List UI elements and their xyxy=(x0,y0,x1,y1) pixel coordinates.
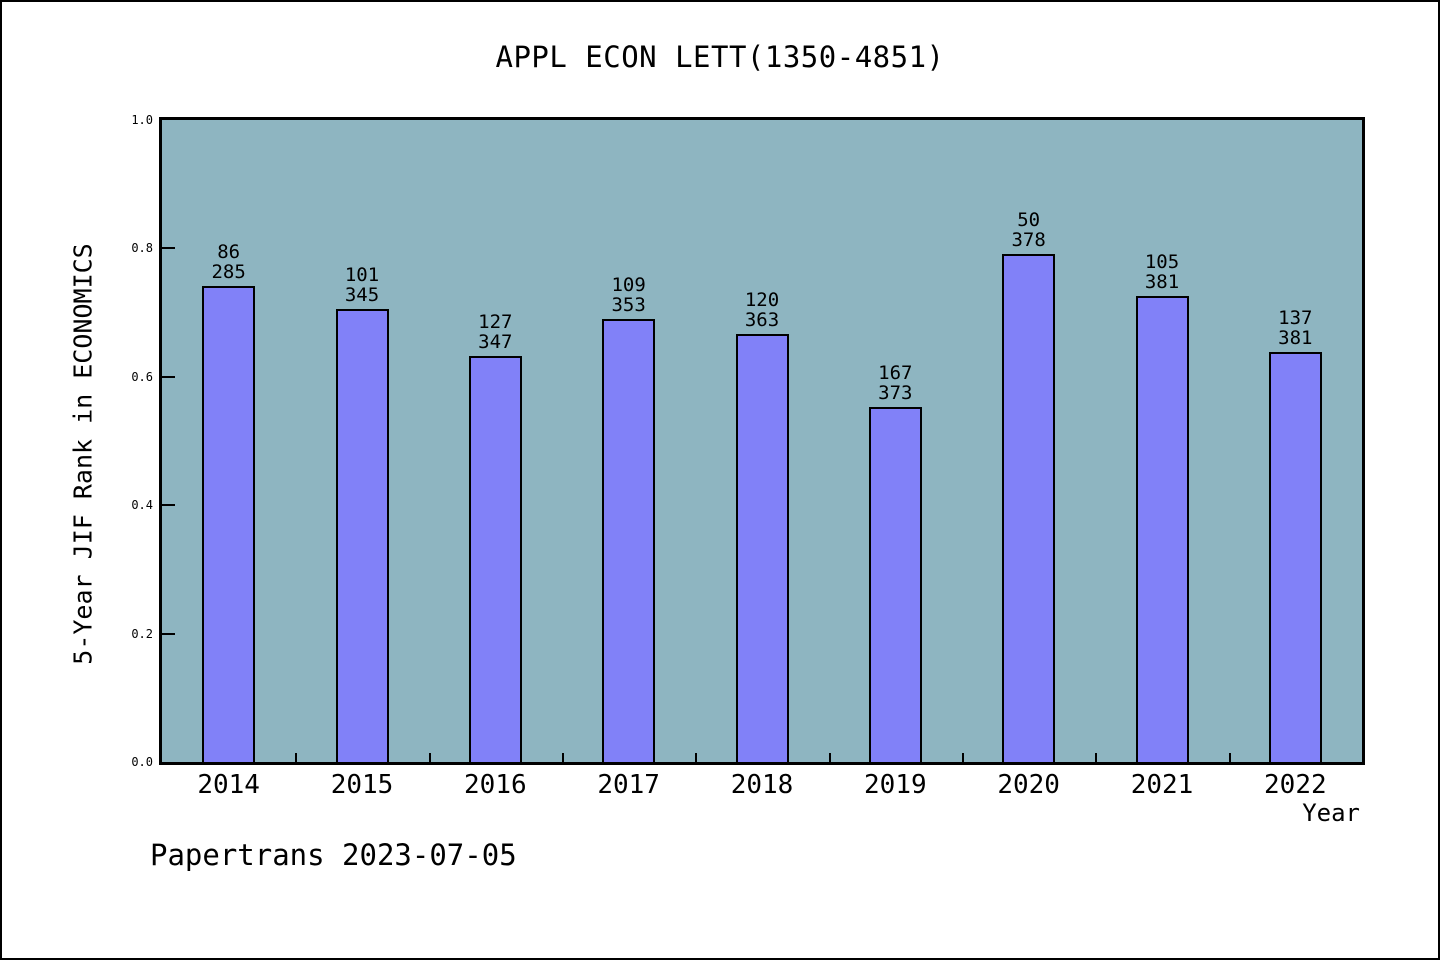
bar-value-label-2022: 137 381 xyxy=(1278,307,1313,349)
x-tick-label-2014: 2014 xyxy=(197,770,260,800)
bar-value-label-2015: 101 345 xyxy=(344,264,380,306)
bar-2020 xyxy=(1002,254,1055,762)
bar-2021 xyxy=(1136,296,1189,762)
x-minor-tick xyxy=(695,753,697,762)
y-tick-mark xyxy=(162,247,175,249)
y-tick-mark xyxy=(162,376,175,378)
x-minor-tick xyxy=(295,753,297,762)
y-tick-label-0.8: 0.8 xyxy=(131,241,153,256)
plot-area: 86 285 101 345 127 347 109 353 120 363 167 37… xyxy=(159,117,1365,765)
x-tick-label-2017: 2017 xyxy=(597,770,660,800)
bar-2017 xyxy=(602,319,655,762)
bar-2018 xyxy=(736,334,789,762)
x-axis-title: Year xyxy=(1302,799,1360,827)
x-tick-label-2020: 2020 xyxy=(997,770,1060,800)
y-tick-label-1.0: 1.0 xyxy=(131,113,153,127)
bar-2019 xyxy=(869,407,922,762)
bar-2015 xyxy=(336,309,389,762)
y-tick-label-0.6: 0.6 xyxy=(131,369,153,384)
footer-text: Papertrans 2023-07-05 xyxy=(150,838,517,872)
x-tick-label-2016: 2016 xyxy=(464,770,527,800)
bar-value-label-2021: 105 381 xyxy=(1144,251,1180,293)
bar-value-label-2016: 127 347 xyxy=(478,311,513,353)
x-minor-tick xyxy=(1095,753,1097,762)
chart-title: APPL ECON LETT(1350-4851) xyxy=(495,40,945,74)
y-tick-mark xyxy=(162,633,175,635)
bar-value-label-2017: 109 353 xyxy=(611,274,646,316)
x-minor-tick xyxy=(962,753,964,762)
y-tick-mark xyxy=(162,504,175,506)
x-minor-tick xyxy=(829,753,831,762)
bar-2022 xyxy=(1269,352,1322,762)
y-tick-label-0.4: 0.4 xyxy=(131,498,153,513)
x-tick-label-2022: 2022 xyxy=(1264,770,1327,800)
bar-value-label-2020: 50 378 xyxy=(1011,209,1046,251)
y-tick-label-0.2: 0.2 xyxy=(131,626,153,641)
bar-2014 xyxy=(202,286,255,762)
x-minor-tick xyxy=(562,753,564,762)
x-minor-tick xyxy=(1229,753,1231,762)
bar-2016 xyxy=(469,356,522,762)
bar-value-label-2018: 120 363 xyxy=(744,289,780,331)
x-tick-label-2015: 2015 xyxy=(330,770,394,800)
y-tick-label-0.0: 0.0 xyxy=(131,755,153,769)
y-axis-title: 5-Year JIF Rank in ECONOMICS xyxy=(68,243,98,665)
bar-value-label-2019: 167 373 xyxy=(878,362,913,404)
bar-value-label-2014: 86 285 xyxy=(211,241,246,283)
x-tick-label-2018: 2018 xyxy=(730,770,794,800)
x-tick-label-2021: 2021 xyxy=(1130,770,1194,800)
x-tick-label-2019: 2019 xyxy=(864,770,927,800)
x-minor-tick xyxy=(429,753,431,762)
